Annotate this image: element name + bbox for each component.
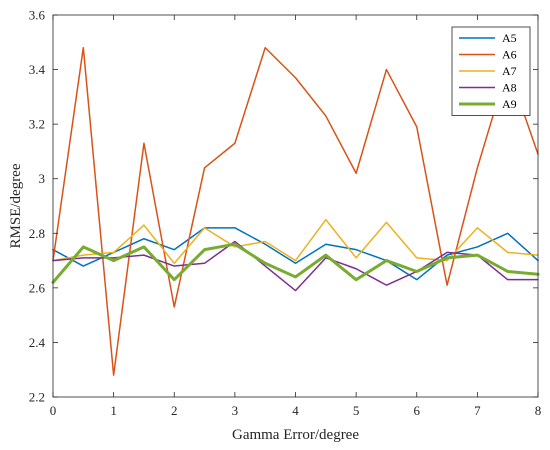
x-tick-label: 3 [232,403,239,418]
series-layer [51,46,540,376]
legend-label-a5: A5 [502,31,517,45]
x-tick-label: 5 [353,403,360,418]
series-line-a5 [52,227,539,281]
x-tick-label: 0 [50,403,57,418]
series-line-a7 [52,218,539,265]
series-line-a9 [51,242,540,284]
y-tick-label: 2.8 [29,226,45,241]
x-tick-label: 2 [171,403,178,418]
y-tick-label: 2.6 [29,280,46,295]
series-line-a6 [52,46,539,376]
y-tick-label: 3.2 [29,117,45,132]
x-tick-label: 4 [292,403,299,418]
x-tick-label: 8 [535,403,542,418]
legend: A5 A6 A7 A8 A9 [451,26,531,116]
x-axis-label: Gamma Error/degree [232,427,359,443]
ticks-layer: 0 1 2 3 4 5 6 7 8 2.2 2.4 2.6 2.8 3 3.2 3.4 3.6 [29,8,542,419]
series-line-a8 [52,240,539,292]
legend-label-a9: A9 [502,97,517,111]
x-tick-label: 6 [414,403,421,418]
y-tick-label: 2.4 [29,335,46,350]
y-tick-label: 3.6 [29,8,46,23]
y-tick-label: 3.4 [29,62,46,77]
y-tick-label: 3 [39,171,46,186]
legend-label-a7: A7 [502,64,517,78]
legend-label-a6: A6 [502,48,517,62]
y-axis-label: RMSE/degree [8,163,24,248]
legend-label-a8: A8 [502,81,517,95]
x-tick-label: 1 [110,403,117,418]
axes-layer [52,14,539,398]
x-tick-label: 7 [474,403,481,418]
y-tick-label: 2.2 [29,390,45,405]
